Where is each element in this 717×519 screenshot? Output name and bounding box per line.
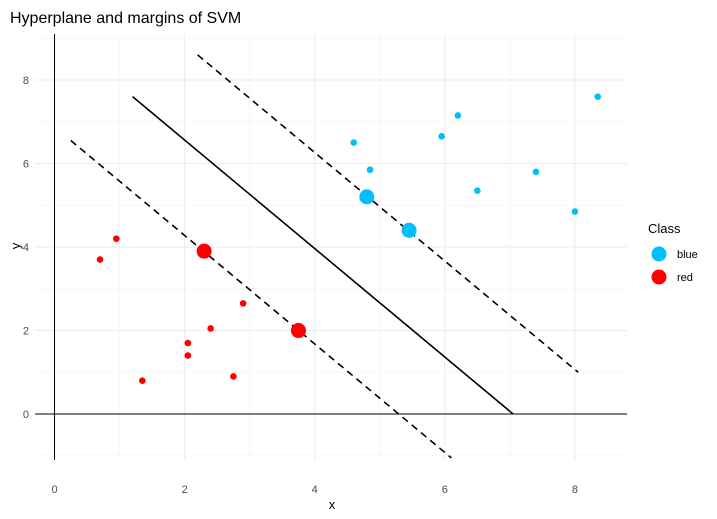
x-axis-ticks: 0 2 4 6 8 (51, 484, 578, 496)
svm-lines (70, 54, 579, 459)
reference-lines (35, 34, 627, 460)
point-red (184, 352, 192, 359)
point-red (207, 325, 214, 332)
y-tick-label: 2 (23, 326, 29, 338)
point-blue (532, 168, 540, 176)
point-red (230, 373, 237, 380)
point-blue (454, 112, 462, 119)
support-vector-red (290, 323, 306, 339)
x-tick-label: 4 (312, 484, 318, 496)
support-vector-blue (401, 222, 417, 238)
point-red (139, 377, 146, 384)
y-axis-ticks: 0 2 4 6 8 (23, 75, 29, 421)
y-axis-title: y (8, 242, 23, 249)
legend-key-red (651, 269, 667, 285)
point-blue (594, 93, 602, 100)
data-points (96, 93, 602, 384)
point-blue (474, 187, 481, 194)
x-axis-title: x (329, 497, 336, 512)
upper-margin-line (197, 54, 579, 373)
point-red (113, 235, 120, 242)
support-vector-blue (359, 189, 375, 205)
x-tick-label: 2 (182, 484, 188, 496)
point-blue (350, 139, 358, 146)
y-tick-label: 8 (23, 75, 29, 87)
x-tick-label: 8 (572, 484, 578, 496)
legend: Class blue red (648, 221, 698, 285)
point-red (184, 339, 192, 347)
x-tick-label: 6 (442, 484, 448, 496)
y-tick-label: 4 (23, 242, 29, 254)
legend-key-blue (651, 246, 667, 262)
y-tick-label: 6 (23, 158, 29, 170)
chart-title: Hyperplane and margins of SVM (10, 10, 241, 27)
legend-title: Class (648, 221, 681, 236)
grid (35, 34, 627, 460)
hyperplane-line (132, 96, 514, 415)
y-tick-label: 0 (23, 409, 29, 421)
point-blue (438, 133, 445, 140)
x-tick-label: 0 (51, 484, 57, 496)
lower-margin-line (70, 139, 452, 459)
support-vector-red (196, 243, 212, 259)
legend-label-blue: blue (677, 249, 698, 261)
point-blue (366, 166, 374, 174)
point-red (239, 300, 247, 307)
legend-label-red: red (677, 272, 693, 284)
point-blue (571, 208, 579, 215)
point-red (96, 256, 104, 263)
